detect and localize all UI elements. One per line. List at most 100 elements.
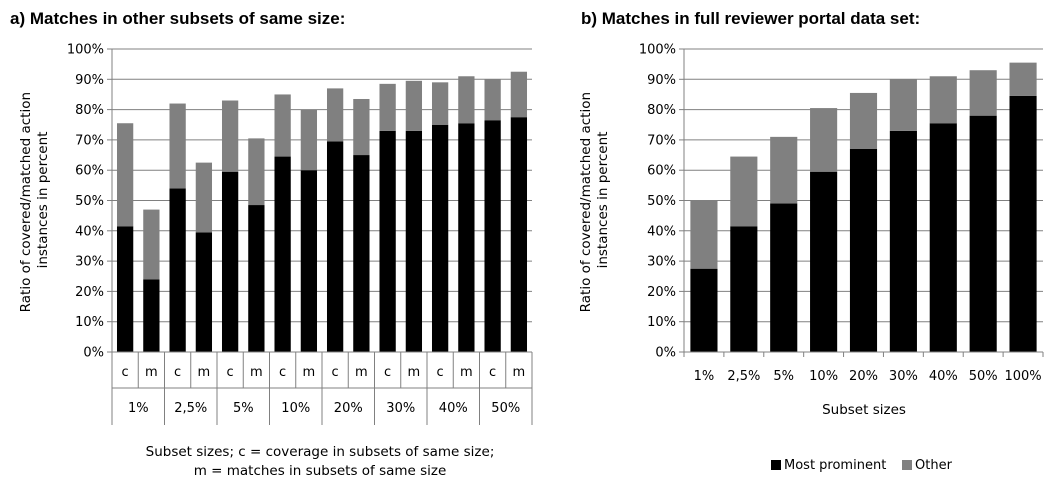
chart-b-x-tick-labels: 1% 2,5% 5% 10% 20% 30% 40% 50% 100% xyxy=(694,369,1042,384)
chart-b-y-tick-labels: 0% 10% 20% 30% 40% 50% 60% 70% 80% 90% 100% xyxy=(639,43,676,361)
chart-a-bar-other xyxy=(300,109,318,171)
chart-a-bar-most-prominent xyxy=(484,120,501,352)
chart-a-bar-most-prominent xyxy=(510,117,528,352)
chart-b-y-axis-label: Ratio of covered/matched action instance… xyxy=(578,88,611,313)
chart-a-y-tick-label: 0% xyxy=(83,346,104,361)
chart-a-y-tick-label: 80% xyxy=(75,103,104,118)
chart-a-subcategory-label: m xyxy=(355,365,368,380)
chart-a-axes xyxy=(107,48,533,425)
chart-b-bar-other xyxy=(849,92,878,149)
chart-a-y-tick-label: 50% xyxy=(75,194,104,209)
chart-a-group-label: 30% xyxy=(386,401,415,416)
chart-a-subcategory-label: c xyxy=(489,365,496,380)
chart-a-bar-other xyxy=(169,103,186,189)
chart-b-x-axis-label: Subset sizes xyxy=(822,402,906,418)
chart-b-x-tick-label: 10% xyxy=(809,369,838,384)
chart-b-x-tick-label: 5% xyxy=(773,369,794,384)
legend-label-other: Other xyxy=(915,458,953,473)
chart-a-bar-other xyxy=(143,209,160,280)
chart-b-y-tick-label: 40% xyxy=(647,224,676,239)
chart-b-axes xyxy=(679,48,1044,357)
legend-label-most-prominent: Most prominent xyxy=(784,458,886,473)
chart-a-x-tick-labels: c m c m c m c m c m c m c m c m 1% 2,5% 5% 10% 20% 30% 40% 50% xyxy=(122,365,526,416)
chart-a-subcategory-label: m xyxy=(250,365,263,380)
chart-a-x-axis-label-line-1: Subset sizes; c = coverage in subsets of… xyxy=(146,444,495,460)
chart-a-bar-most-prominent xyxy=(169,188,186,352)
chart-a-bar-most-prominent xyxy=(116,226,134,352)
chart-a-bar-most-prominent xyxy=(274,156,291,352)
chart-b-x-tick-label: 1% xyxy=(694,369,715,384)
chart-a-bar-other xyxy=(458,76,475,124)
chart-a-subcategory-label: c xyxy=(227,365,234,380)
chart-a-subcategory-label: c xyxy=(174,365,181,380)
chart-a-bar-other xyxy=(195,162,213,233)
chart-a-group-label: 50% xyxy=(491,401,520,416)
chart-b-y-tick-label: 10% xyxy=(647,315,676,330)
chart-a-group-label: 1% xyxy=(128,401,149,416)
chart-b-y-tick-label: 30% xyxy=(647,255,676,270)
chart-a: a) Matches in other subsets of same size… xyxy=(10,9,533,479)
chart-b-x-tick-label: 100% xyxy=(1004,369,1041,384)
chart-b-x-tick-label: 50% xyxy=(969,369,998,384)
chart-b-y-tick-label: 100% xyxy=(639,43,676,58)
chart-a-y-tick-label: 10% xyxy=(75,315,104,330)
chart-b-y-tick-label: 20% xyxy=(647,285,676,300)
chart-b-bar-other xyxy=(1009,62,1037,96)
chart-b-bar-other xyxy=(810,108,838,172)
chart-a-bar-other xyxy=(379,83,396,131)
chart-a-bar-other xyxy=(326,88,344,142)
chart-a-y-tick-label: 60% xyxy=(75,164,104,179)
chart-a-bar-most-prominent xyxy=(300,170,318,352)
chart-a-subcategory-label: m xyxy=(460,365,473,380)
chart-a-group-label: 10% xyxy=(281,401,310,416)
chart-a-bar-other xyxy=(274,94,291,157)
chart-b-y-tick-label: 80% xyxy=(647,103,676,118)
chart-a-bar-most-prominent xyxy=(195,232,213,352)
chart-b-x-tick-label: 2,5% xyxy=(727,369,760,384)
chart-a-subcategory-label: m xyxy=(145,365,158,380)
legend-swatch-other xyxy=(902,460,912,470)
chart-a-bar-other xyxy=(248,138,265,206)
chart-b-bar-most-prominent xyxy=(690,268,718,352)
chart-a-bar-other xyxy=(484,79,501,121)
chart-b-bar-most-prominent xyxy=(849,148,878,352)
chart-b-bar-other xyxy=(770,136,798,204)
chart-b: b) Matches in full reviewer portal data … xyxy=(578,9,1044,473)
chart-a-y-tick-label: 100% xyxy=(67,43,104,58)
chart-b-bar-other xyxy=(969,70,997,116)
chart-b-bar-most-prominent xyxy=(730,226,758,352)
chart-a-group-label: 2,5% xyxy=(174,401,207,416)
chart-a-bar-other xyxy=(353,98,370,156)
chart-a-bar-most-prominent xyxy=(143,279,160,352)
chart-a-group-label: 5% xyxy=(233,401,254,416)
chart-a-x-axis-label-line-2: m = matches in subsets of same size xyxy=(194,463,447,479)
chart-b-y-tick-label: 0% xyxy=(655,346,676,361)
chart-b-bar-most-prominent xyxy=(1009,95,1037,352)
chart-a-subcategory-label: m xyxy=(513,365,526,380)
chart-b-y-axis-label-line-1: Ratio of covered/matched action xyxy=(578,92,594,312)
chart-b-bar-most-prominent xyxy=(929,123,957,352)
chart-a-bar-most-prominent xyxy=(405,130,423,352)
chart-b-bar-most-prominent xyxy=(770,203,798,352)
chart-b-bar-other xyxy=(730,156,758,227)
chart-b-bar-other xyxy=(929,76,957,124)
chart-b-y-tick-label: 70% xyxy=(647,133,676,148)
chart-b-y-tick-label: 60% xyxy=(647,164,676,179)
chart-b-x-tick-label: 40% xyxy=(929,369,958,384)
chart-a-bar-most-prominent xyxy=(248,205,265,352)
chart-a-bar-other xyxy=(116,123,134,227)
chart-b-bar-most-prominent xyxy=(810,171,838,352)
chart-b-x-tick-label: 30% xyxy=(889,369,918,384)
chart-a-bar-other xyxy=(221,100,239,172)
chart-a-bar-most-prominent xyxy=(353,155,370,352)
chart-a-bar-most-prominent xyxy=(326,141,344,352)
chart-a-bars xyxy=(116,71,528,352)
chart-a-title: a) Matches in other subsets of same size… xyxy=(10,9,345,28)
chart-a-y-tick-label: 30% xyxy=(75,255,104,270)
chart-b-y-tick-label: 50% xyxy=(647,194,676,209)
chart-a-y-tick-label: 90% xyxy=(75,73,104,88)
chart-b-x-tick-label: 20% xyxy=(849,369,878,384)
chart-b-bars xyxy=(690,62,1037,352)
chart-a-subcategory-label: c xyxy=(279,365,286,380)
